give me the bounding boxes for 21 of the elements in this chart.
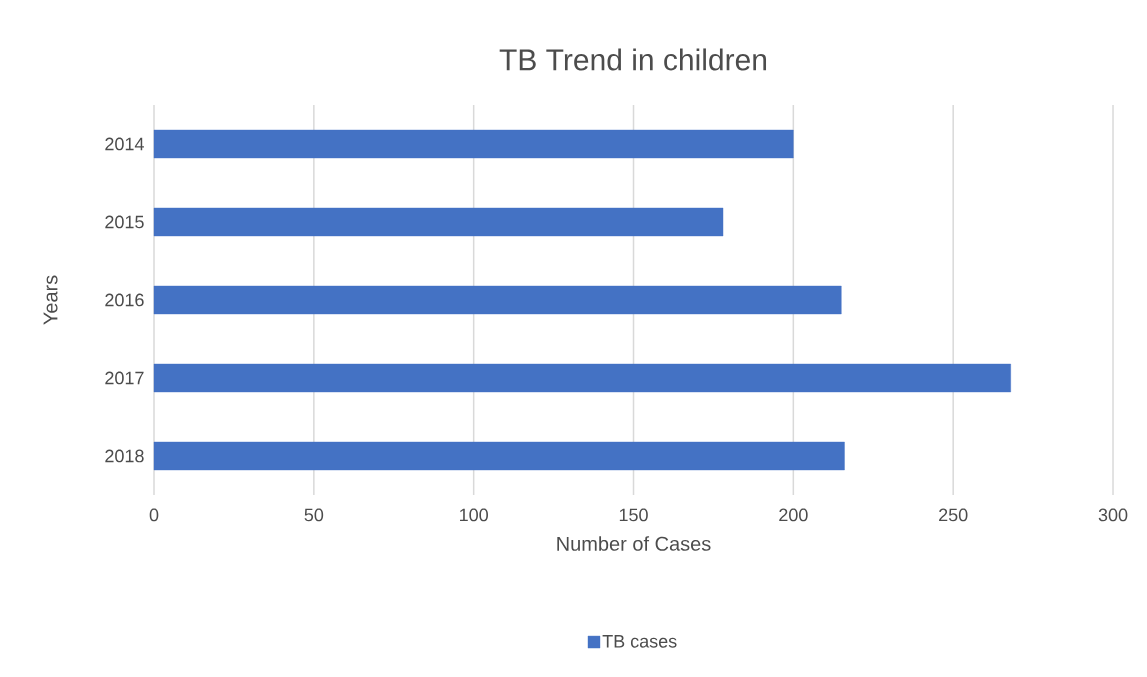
x-tick-label: 300 (1098, 508, 1128, 522)
x-tick-label: 100 (460, 508, 488, 522)
legend-label: TB cases (602, 635, 677, 648)
x-axis-title: Number of Cases (557, 536, 711, 551)
chart-title: TB Trend in children (499, 48, 767, 71)
bar (153, 129, 794, 159)
y-tick-label: 2014 (105, 137, 144, 151)
x-tick-label: 50 (304, 508, 324, 522)
x-tick-label: 150 (619, 508, 648, 522)
x-tick-label: 0 (149, 508, 159, 522)
x-tick-label: 200 (779, 508, 808, 522)
bar (153, 363, 1011, 393)
y-axis-title: Years (43, 275, 58, 325)
bar (153, 441, 845, 471)
y-tick-label: 2018 (105, 449, 144, 463)
y-tick-label: 2015 (105, 215, 144, 229)
y-tick-label: 2016 (105, 293, 144, 307)
bar (153, 207, 724, 237)
bar (153, 285, 842, 315)
y-tick-label: 2017 (105, 371, 144, 385)
x-tick-label: 250 (939, 508, 968, 522)
